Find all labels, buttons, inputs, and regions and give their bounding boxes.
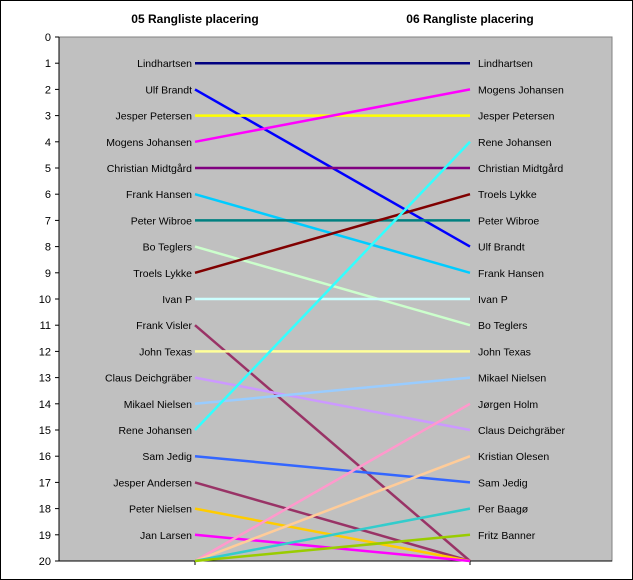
series-label-left: Mogens Johansen [106,137,192,149]
series-label-left: John Texas [139,346,192,358]
series-line [194,533,471,563]
series-label-right: Per Baagø [478,504,529,516]
y-tick-label: 4 [45,137,51,149]
series-label-left: Jesper Andersen [113,477,192,489]
series-line [194,455,471,563]
series-label-right: Claus Deichgräber [478,425,565,437]
y-tick-label: 13 [39,373,51,385]
series-label-left: Troels Lykke [133,268,192,280]
y-tick-label: 17 [39,477,51,489]
y-tick-label: 12 [39,346,51,358]
series-line [194,376,471,432]
y-tick-label: 6 [45,189,51,201]
series-label-left: Claus Deichgräber [105,373,192,385]
series-label-left: Ivan P [162,294,192,306]
y-tick-label: 3 [45,111,51,123]
series-label-right: Lindhartsen [478,58,533,70]
series-label-right: Peter Wibroe [478,215,539,227]
y-tick-label: 9 [45,268,51,280]
y-tick-label: 1 [45,58,51,70]
series-label-right: Jesper Petersen [478,111,555,123]
y-tick-label: 11 [40,320,51,332]
series-label-right: Rene Johansen [478,137,552,149]
series-label-right: Kristian Olesen [478,451,549,463]
series-labels: Lindhartsen Lindhartsen Ulf Brandt Ulf Bran… [105,58,565,542]
series-label-left: Jesper Petersen [116,111,193,123]
series-line [194,481,471,563]
series-label-left: Frank Visler [136,320,192,332]
column-header-right: 06 Rangliste placering [406,12,533,26]
series-label-left: Peter Nielsen [129,504,192,516]
series-label-right: Mogens Johansen [478,84,564,96]
series-label-left: Bo Teglers [143,242,192,254]
series-label-left: Lindhartsen [137,58,192,70]
y-tick-label: 5 [45,163,51,175]
series-line [194,88,471,144]
series-lines [194,61,471,563]
series-line [194,402,471,563]
series-label-left: Frank Hansen [126,189,192,201]
series-line [194,507,471,563]
y-tick-label: 8 [45,242,51,254]
y-tick-label: 14 [39,399,51,411]
column-header-left: 05 Rangliste placering [131,12,258,26]
series-line [194,140,471,431]
series-line [194,454,471,484]
y-tick-label: 0 [45,32,51,44]
series-label-left: Christian Midtgård [107,163,192,175]
series-label-right: Frank Hansen [478,268,544,280]
series-label-right: Christian Midtgård [478,163,563,175]
series-label-right: Ulf Brandt [478,242,525,254]
y-tick-label: 20 [39,556,51,568]
series-label-right: Fritz Banner [478,530,536,542]
y-tick-label: 7 [45,215,51,227]
series-label-left: Mikael Nielsen [124,399,192,411]
series-label-left: Ulf Brandt [145,84,192,96]
series-label-left: Sam Jedig [142,451,192,463]
series-label-right: Ivan P [478,294,508,306]
series-label-right: Bo Teglers [478,320,527,332]
y-tick-label: 16 [39,451,51,463]
series-label-left: Jan Larsen [140,530,192,542]
y-tick-label: 18 [39,504,51,516]
series-label-right: Mikael Nielsen [478,373,546,385]
y-tick-label: 15 [39,425,51,437]
series-label-right: Sam Jedig [478,477,528,489]
y-tick-label: 2 [45,84,51,96]
series-label-right: Jørgen Holm [478,399,538,411]
series-label-right: John Texas [478,346,531,358]
y-tick-label: 19 [39,530,51,542]
series-line [194,192,471,275]
series-line [194,324,471,562]
series-label-left: Rene Johansen [118,425,192,437]
series-label-left: Peter Wibroe [131,215,192,227]
y-tick-label: 10 [39,294,51,306]
series-line [194,376,471,406]
series-label-right: Troels Lykke [478,189,537,201]
